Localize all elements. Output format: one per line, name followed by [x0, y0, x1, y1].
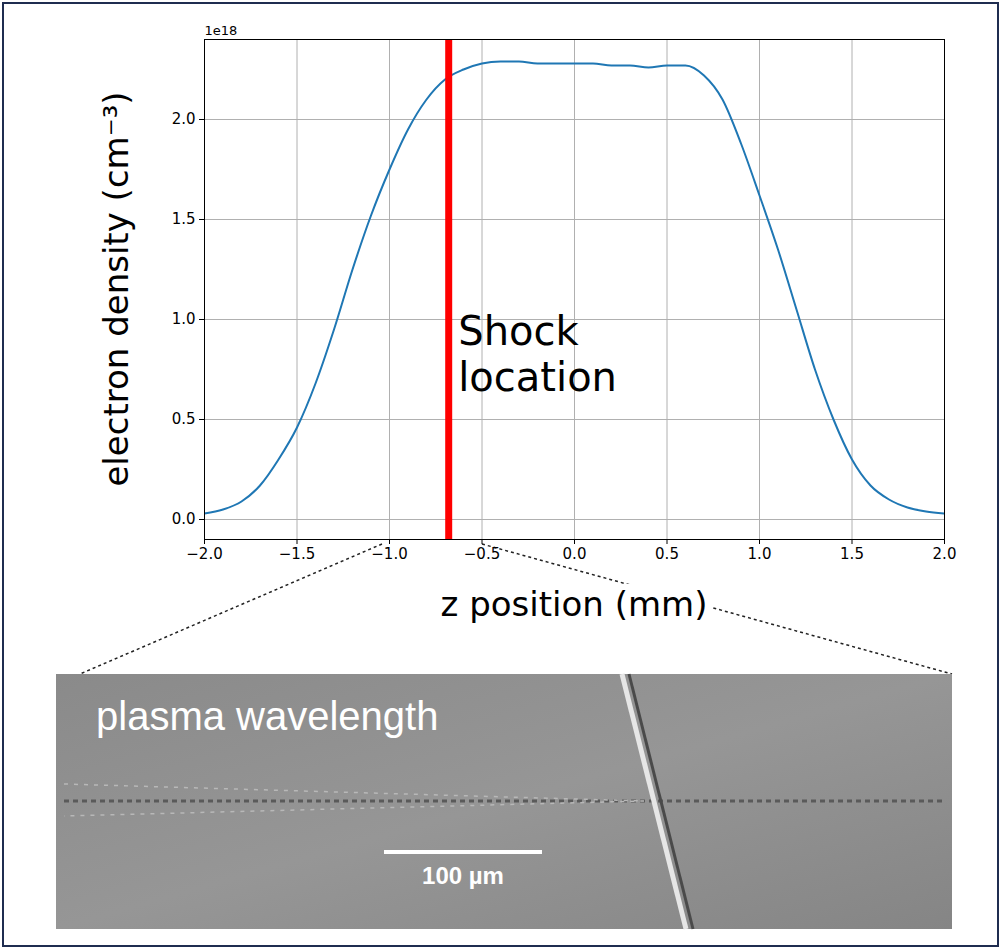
svg-text:0.0: 0.0: [172, 510, 196, 528]
svg-text:−1.5: −1.5: [279, 545, 315, 563]
svg-text:1.5: 1.5: [172, 210, 196, 228]
svg-text:−2.0: −2.0: [186, 545, 222, 563]
svg-text:2.0: 2.0: [172, 110, 196, 128]
svg-text:−1.0: −1.0: [371, 545, 407, 563]
svg-text:1e18: 1e18: [205, 23, 238, 38]
svg-text:1.5: 1.5: [840, 545, 864, 563]
svg-text:0.5: 0.5: [172, 410, 196, 428]
html-text:100 µm: 100 µm: [422, 862, 504, 889]
html-text:plasma wavelength: plasma wavelength: [96, 694, 439, 738]
html-text:electron density (cm⁻³): electron density (cm⁻³): [96, 91, 136, 487]
svg-text:2.0: 2.0: [933, 545, 957, 563]
svg-text:Shocklocation: Shocklocation: [458, 308, 617, 400]
svg-text:0.0: 0.0: [563, 545, 587, 563]
svg-text:0.5: 0.5: [655, 545, 679, 563]
html-text:z position (mm): z position (mm): [440, 584, 708, 624]
svg-text:1.0: 1.0: [748, 545, 772, 563]
svg-text:−0.5: −0.5: [464, 545, 500, 563]
svg-text:1.0: 1.0: [172, 310, 196, 328]
